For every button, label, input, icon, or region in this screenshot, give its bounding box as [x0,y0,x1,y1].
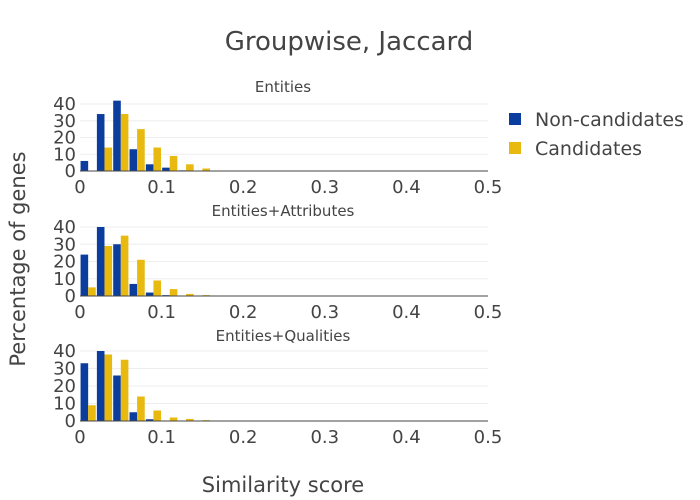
bar-candidates [104,245,113,296]
y-tick-label: 30 [53,234,76,255]
bar-candidates [186,418,194,421]
bar-candidates [153,280,162,296]
y-tick-label: 30 [53,359,76,380]
bar-non-candidates [80,160,89,171]
legend-label-candidates: Candidates [535,138,642,160]
x-tick-label: 0.1 [147,427,176,448]
bar-candidates [153,410,162,421]
x-tick-label: 0.5 [474,177,503,198]
subplot-title: Entities+Qualities [216,327,351,345]
bar-candidates [137,129,145,172]
x-tick-label: 0.3 [310,177,339,198]
bar-candidates [120,235,129,297]
subplot-title: Entities [255,78,311,96]
bar-non-candidates [96,351,105,421]
x-tick-label: 0.3 [310,302,339,323]
y-tick-label: 10 [53,394,76,415]
x-tick-label: 0.5 [474,302,503,323]
x-tick-label: 0.5 [474,427,503,448]
y-tick-label: 0 [65,161,76,182]
x-tick-label: 0.2 [229,302,258,323]
bar-non-candidates [129,283,138,296]
bar-candidates [137,259,145,296]
x-tick-label: 0.1 [147,177,176,198]
legend-swatch-candidates [509,142,521,154]
bar-non-candidates [145,419,154,421]
x-axis-title: Similarity score [202,473,364,497]
x-tick-label: 0.2 [229,177,258,198]
bar-non-candidates [96,227,105,296]
y-tick-label: 10 [53,269,76,290]
bar-non-candidates [113,244,121,296]
x-tick-label: 0.1 [147,302,176,323]
x-tick-label: 0 [74,177,85,198]
x-tick-label: 0.2 [229,427,258,448]
bar-non-candidates [145,164,154,171]
y-tick-label: 0 [65,411,76,432]
chart-title: Groupwise, Jaccard [225,27,474,57]
bar-non-candidates [129,412,138,421]
legend-swatch-non-candidates [509,113,521,125]
bar-candidates [104,147,113,171]
y-tick-label: 40 [53,341,76,362]
x-tick-label: 0 [74,302,85,323]
bar-non-candidates [145,292,154,296]
bar-candidates [202,168,210,171]
legend-label-non-candidates: Non-candidates [535,109,684,131]
y-tick-label: 30 [53,111,76,132]
bar-candidates [153,147,162,171]
y-tick-label: 40 [53,94,76,115]
bar-candidates [88,287,96,297]
y-tick-label: 0 [65,286,76,307]
y-tick-label: 20 [53,128,76,149]
bar-candidates [186,293,194,296]
bar-non-candidates [113,375,121,421]
y-tick-label: 20 [53,376,76,397]
bar-non-candidates [113,100,121,171]
bar-non-candidates [80,254,89,296]
bar-candidates [186,164,194,171]
bar-candidates [169,417,178,421]
subplot-title: Entities+Attributes [212,202,355,220]
y-tick-label: 10 [53,144,76,165]
x-tick-label: 0 [74,427,85,448]
x-tick-label: 0.4 [392,177,421,198]
bar-non-candidates [162,167,170,171]
bar-non-candidates [129,149,138,171]
bar-non-candidates [80,363,89,421]
bar-candidates [120,359,129,421]
bar-candidates [169,289,178,296]
bar-non-candidates [96,114,105,171]
x-tick-label: 0.3 [310,427,339,448]
legend[interactable]: Non-candidates Candidates [509,109,684,160]
bar-candidates [104,354,113,421]
y-tick-label: 20 [53,252,76,273]
bar-candidates [88,405,96,421]
y-tick-label: 40 [53,217,76,238]
x-tick-label: 0.4 [392,302,421,323]
y-axis-title: Percentage of genes [6,151,30,366]
bar-candidates [137,396,145,421]
x-tick-label: 0.4 [392,427,421,448]
bar-candidates [169,155,178,171]
bar-candidates [120,114,129,171]
